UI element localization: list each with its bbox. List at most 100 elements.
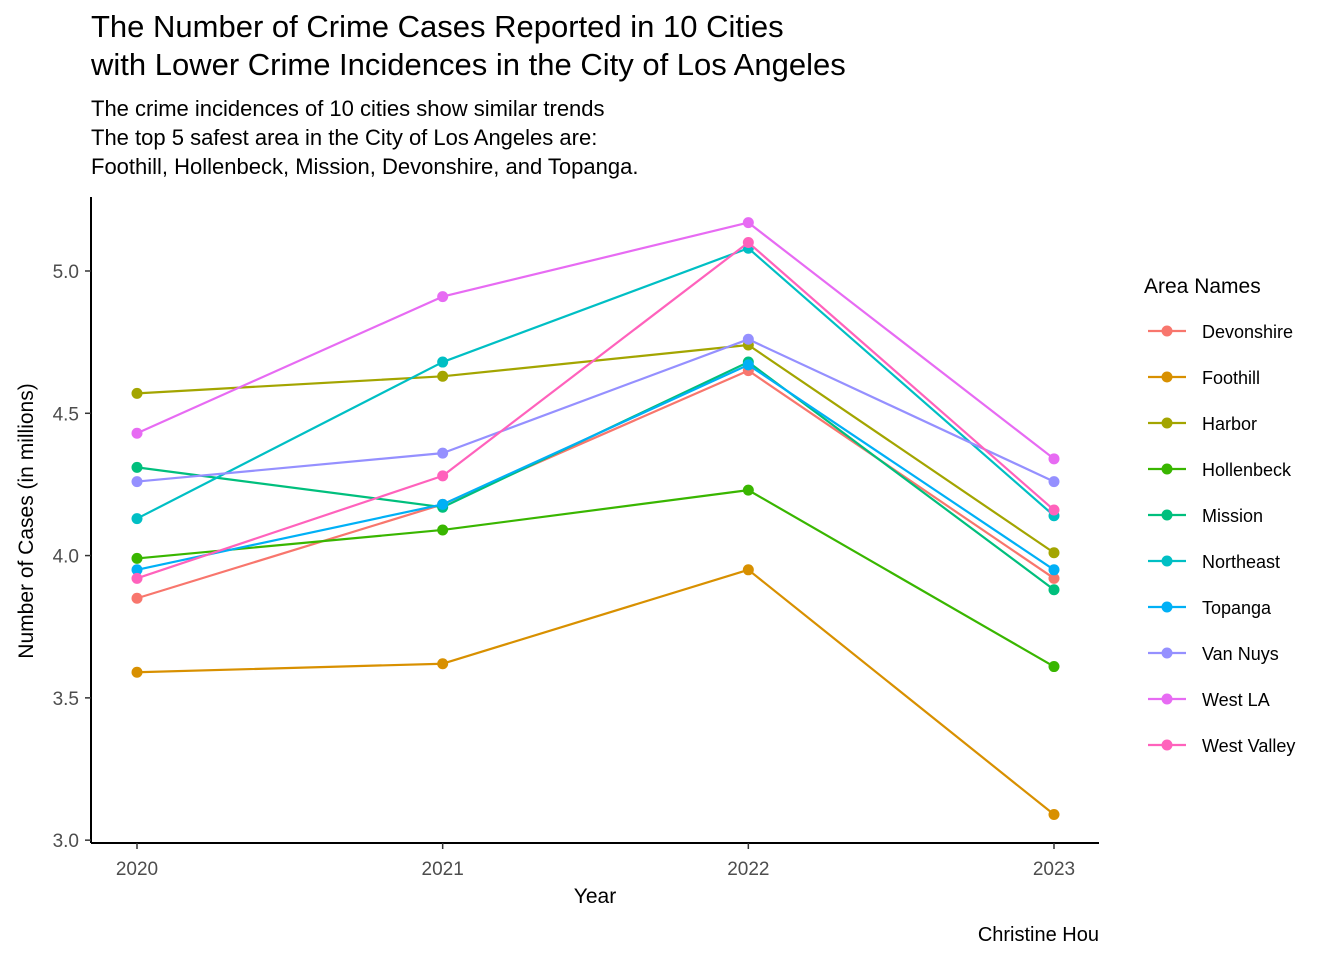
plot-area — [131, 217, 1060, 821]
data-point-devonshire — [131, 592, 143, 604]
data-point-topanga — [1048, 564, 1060, 576]
data-point-topanga — [742, 359, 754, 371]
y-axis-title: Number of Cases (in millions) — [15, 383, 38, 658]
legend-key-point — [1161, 739, 1173, 751]
data-point-west-valley — [1048, 504, 1060, 516]
legend-key-point — [1161, 601, 1173, 613]
legend-item-foothill: Foothill — [1148, 368, 1260, 388]
legend-label: Van Nuys — [1202, 644, 1279, 664]
legend-title: Area Names — [1144, 275, 1261, 298]
legend-item-mission: Mission — [1148, 506, 1263, 526]
data-point-west-valley — [131, 572, 143, 584]
chart-title-line-2: with Lower Crime Incidences in the City … — [91, 47, 846, 82]
series-line-devonshire — [136, 369, 1055, 600]
legend-item-west-la: West LA — [1148, 690, 1270, 710]
y-tick-label: 4.0 — [53, 547, 79, 568]
chart-subtitle-line-1: The crime incidences of 10 cities show s… — [91, 96, 605, 121]
data-point-harbor — [131, 387, 143, 399]
y-tick-label: 4.5 — [53, 404, 79, 425]
legend-item-harbor: Harbor — [1148, 414, 1257, 434]
legend-item-van-nuys: Van Nuys — [1148, 644, 1279, 664]
x-tick-label: 2020 — [116, 859, 158, 880]
data-point-van-nuys — [1048, 476, 1060, 488]
data-point-mission — [1048, 584, 1060, 596]
series-line-van-nuys — [136, 338, 1055, 483]
data-point-hollenbeck — [1048, 661, 1060, 673]
legend: Area Names Devonshire Foothill Harbor Holle… — [1144, 275, 1295, 756]
data-point-west-la — [437, 291, 449, 303]
data-point-northeast — [131, 513, 143, 525]
series-northeast — [131, 242, 1060, 525]
legend-label: Northeast — [1202, 552, 1280, 572]
data-point-harbor — [437, 370, 449, 382]
data-point-west-la — [742, 217, 754, 229]
chart-title-line-1: The Number of Crime Cases Reported in 10… — [91, 9, 784, 44]
series-west-valley — [131, 237, 1060, 584]
series-line-foothill — [136, 568, 1055, 816]
legend-label: Foothill — [1202, 368, 1260, 388]
legend-label: Hollenbeck — [1202, 460, 1292, 480]
legend-key-point — [1161, 463, 1173, 475]
legend-key-point — [1161, 555, 1173, 567]
legend-label: Mission — [1202, 506, 1263, 526]
data-point-foothill — [742, 564, 754, 576]
data-point-van-nuys — [131, 476, 143, 488]
y-tick-label: 3.5 — [53, 689, 79, 710]
data-point-hollenbeck — [742, 484, 754, 496]
data-point-northeast — [437, 356, 449, 368]
data-point-foothill — [131, 666, 143, 678]
data-point-foothill — [1048, 809, 1060, 821]
chart-subtitle-line-2: The top 5 safest area in the City of Los… — [91, 125, 598, 150]
data-point-hollenbeck — [131, 552, 143, 564]
data-point-hollenbeck — [437, 524, 449, 536]
series-line-harbor — [136, 343, 1055, 554]
series-harbor — [131, 339, 1060, 559]
x-tick-label: 2022 — [727, 859, 769, 880]
series-line-west-la — [136, 221, 1055, 460]
x-axis-title: Year — [574, 885, 616, 908]
series-hollenbeck — [131, 484, 1060, 673]
data-point-van-nuys — [437, 447, 449, 459]
data-point-harbor — [1048, 547, 1060, 559]
legend-item-devonshire: Devonshire — [1148, 322, 1293, 342]
series-topanga — [131, 359, 1060, 576]
data-point-devonshire — [1048, 572, 1060, 584]
x-tick-label: 2023 — [1033, 859, 1075, 880]
legend-item-northeast: Northeast — [1148, 552, 1280, 572]
x-tick-label: 2021 — [422, 859, 464, 880]
series-foothill — [131, 564, 1060, 821]
data-point-topanga — [131, 564, 143, 576]
y-tick-label: 5.0 — [53, 262, 79, 283]
data-point-west-la — [1048, 453, 1060, 465]
series-line-topanga — [136, 363, 1055, 571]
data-point-van-nuys — [742, 333, 754, 345]
legend-item-topanga: Topanga — [1148, 598, 1272, 618]
series-line-northeast — [136, 247, 1055, 520]
legend-item-west-valley: West Valley — [1148, 736, 1295, 756]
legend-label: West LA — [1202, 690, 1270, 710]
series-van-nuys — [131, 333, 1060, 488]
y-tick-label: 3.0 — [53, 831, 79, 852]
data-point-west-la — [131, 427, 143, 439]
chart-caption: Christine Hou — [978, 924, 1099, 946]
legend-label: West Valley — [1202, 736, 1295, 756]
axes: 3.0 3.5 4.0 4.5 5.0 2020 2021 2022 2023 — [53, 197, 1099, 880]
legend-label: Devonshire — [1202, 322, 1293, 342]
data-point-west-valley — [437, 470, 449, 482]
legend-label: Harbor — [1202, 414, 1257, 434]
legend-key-point — [1161, 647, 1173, 659]
data-point-topanga — [437, 498, 449, 510]
series-line-hollenbeck — [136, 489, 1055, 668]
legend-key-point — [1161, 693, 1173, 705]
legend-label: Topanga — [1202, 598, 1272, 618]
data-point-foothill — [437, 658, 449, 670]
legend-key-point — [1161, 371, 1173, 383]
chart-subtitle-line-3: Foothill, Hollenbeck, Mission, Devonshir… — [91, 154, 639, 179]
data-point-west-valley — [742, 237, 754, 249]
series-line-west-valley — [136, 241, 1055, 580]
legend-item-hollenbeck: Hollenbeck — [1148, 460, 1292, 480]
series-west-la — [131, 217, 1060, 465]
legend-key-point — [1161, 509, 1173, 521]
legend-key-point — [1161, 325, 1173, 337]
